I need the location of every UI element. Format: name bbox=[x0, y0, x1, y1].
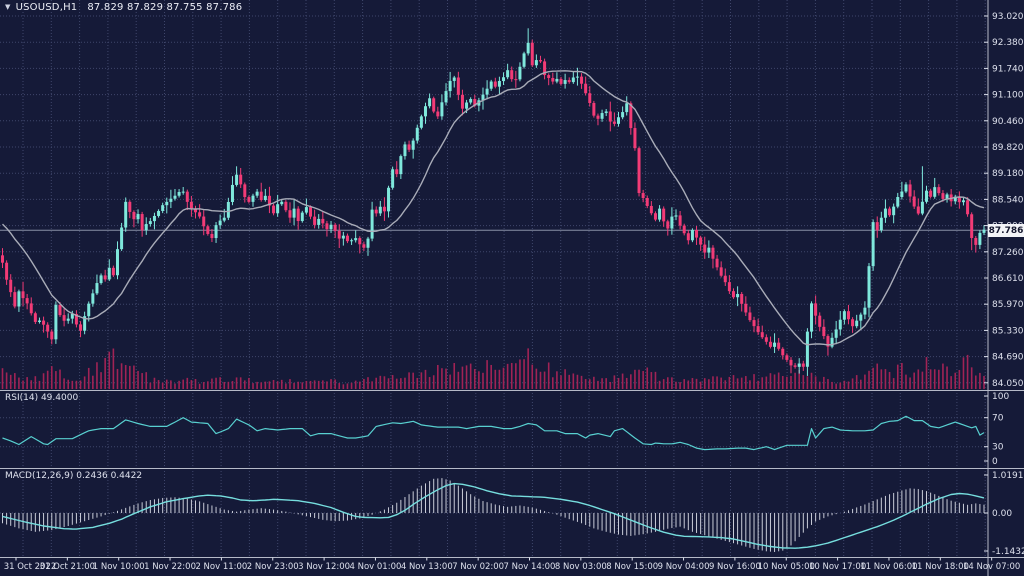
svg-text:85.330: 85.330 bbox=[992, 326, 1024, 336]
svg-text:10 Nov 05:00: 10 Nov 05:00 bbox=[758, 562, 815, 572]
svg-text:30: 30 bbox=[992, 443, 1004, 453]
svg-text:85.970: 85.970 bbox=[992, 300, 1024, 310]
svg-text:93.020: 93.020 bbox=[992, 12, 1024, 22]
svg-text:89.180: 89.180 bbox=[992, 169, 1024, 179]
svg-text:3 Nov 12:00: 3 Nov 12:00 bbox=[298, 562, 350, 572]
svg-text:1 Nov 10:00: 1 Nov 10:00 bbox=[93, 562, 145, 572]
svg-text:4 Nov 01:00: 4 Nov 01:00 bbox=[349, 562, 401, 572]
svg-text:31 Oct 2022: 31 Oct 2022 bbox=[4, 562, 57, 572]
svg-text:70: 70 bbox=[992, 414, 1004, 424]
svg-text:0.00: 0.00 bbox=[992, 509, 1012, 519]
svg-text:7 Nov 14:00: 7 Nov 14:00 bbox=[504, 562, 556, 572]
svg-text:87.260: 87.260 bbox=[992, 248, 1024, 258]
svg-text:2 Nov 11:00: 2 Nov 11:00 bbox=[195, 562, 247, 572]
svg-text:91.100: 91.100 bbox=[992, 91, 1024, 101]
svg-text:88.540: 88.540 bbox=[992, 195, 1024, 205]
rsi-indicator-label: RSI(14) 49.4000 bbox=[5, 393, 79, 403]
svg-text:84.050: 84.050 bbox=[992, 379, 1024, 389]
svg-text:92.380: 92.380 bbox=[992, 38, 1024, 48]
svg-text:9 Nov 16:00: 9 Nov 16:00 bbox=[709, 562, 761, 572]
rsi-line bbox=[2, 415, 985, 451]
svg-text:90.460: 90.460 bbox=[992, 117, 1024, 127]
ohlc-readout: 87.829 87.829 87.755 87.786 bbox=[87, 2, 243, 13]
svg-text:7 Nov 02:00: 7 Nov 02:00 bbox=[452, 562, 504, 572]
svg-text:14 Nov 07:00: 14 Nov 07:00 bbox=[963, 562, 1020, 572]
svg-text:11 Nov 06:00: 11 Nov 06:00 bbox=[860, 562, 917, 572]
svg-text:84.690: 84.690 bbox=[992, 353, 1024, 363]
current-price-tag: 87.786 bbox=[988, 224, 1024, 237]
symbol-dropdown-icon[interactable]: ▼ bbox=[5, 3, 11, 11]
volume-bars bbox=[1, 348, 985, 389]
symbol-timeframe-label: USOUSD,H1 bbox=[15, 2, 78, 13]
svg-text:2 Nov 23:00: 2 Nov 23:00 bbox=[247, 562, 299, 572]
svg-text:1.0191: 1.0191 bbox=[992, 471, 1024, 481]
macd-histogram bbox=[2, 478, 985, 552]
svg-text:0: 0 bbox=[992, 457, 998, 467]
svg-text:86.610: 86.610 bbox=[992, 274, 1024, 284]
svg-text:100: 100 bbox=[992, 392, 1009, 402]
svg-text:31 Oct 21:00: 31 Oct 21:00 bbox=[40, 562, 95, 572]
svg-text:91.740: 91.740 bbox=[992, 64, 1024, 74]
price-axis[interactable]: 93.020 92.380 91.740 91.100 90.460 89.820 89.1… bbox=[984, 12, 1024, 557]
candles-layer bbox=[1, 28, 986, 376]
svg-text:11 Nov 18:00: 11 Nov 18:00 bbox=[912, 562, 969, 572]
macd-indicator-label: MACD(12,26,9) 0.2436 0.4422 bbox=[5, 471, 143, 481]
svg-text:10 Nov 17:00: 10 Nov 17:00 bbox=[809, 562, 866, 572]
svg-text:8 Nov 03:00: 8 Nov 03:00 bbox=[555, 562, 607, 572]
svg-text:1 Nov 22:00: 1 Nov 22:00 bbox=[144, 562, 196, 572]
moving-average-line bbox=[2, 70, 985, 346]
svg-text:4 Nov 13:00: 4 Nov 13:00 bbox=[401, 562, 453, 572]
svg-text:8 Nov 15:00: 8 Nov 15:00 bbox=[606, 562, 658, 572]
svg-text:9 Nov 04:00: 9 Nov 04:00 bbox=[658, 562, 710, 572]
chart-title: ▼ USOUSD,H1 87.829 87.829 87.755 87.786 bbox=[5, 2, 242, 13]
svg-text:-1.1432: -1.1432 bbox=[992, 547, 1024, 557]
svg-text:89.820: 89.820 bbox=[992, 143, 1024, 153]
macd-signal-line bbox=[2, 482, 985, 549]
